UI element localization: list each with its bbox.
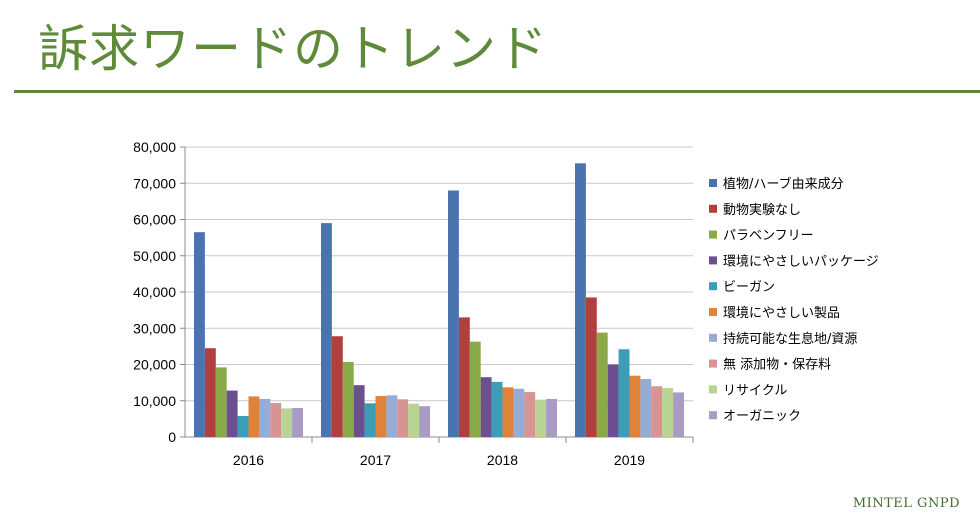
y-tick-label: 70,000 [133, 175, 176, 191]
legend-label: 無 添加物・保存料 [723, 358, 831, 373]
bar [662, 388, 674, 437]
y-tick-label: 0 [168, 429, 176, 445]
bar [546, 398, 557, 437]
legend-swatch [709, 385, 717, 394]
bar [575, 163, 586, 437]
slide-title: 訴求ワードのトレンド [38, 20, 548, 78]
legend-swatch [709, 256, 717, 265]
bar [386, 395, 398, 437]
bar [596, 332, 608, 437]
legend-label: 環境にやさしい製品 [723, 306, 840, 321]
legend-label: ビーガン [723, 280, 775, 295]
bar [248, 396, 260, 437]
x-tick-label: 2019 [614, 452, 645, 468]
legend-swatch [709, 308, 717, 316]
bar [524, 392, 536, 437]
bar [226, 390, 238, 437]
y-tick-label: 10,000 [133, 393, 176, 409]
bar [331, 336, 343, 437]
legend-swatch [709, 359, 717, 368]
bar [640, 379, 652, 437]
bar [607, 364, 619, 437]
legend-label: 植物/ハーブ由来成分 [723, 176, 844, 192]
bar [237, 415, 249, 437]
brand-label: MINTEL GNPD [852, 496, 960, 511]
bar [342, 361, 354, 437]
bar [204, 348, 216, 437]
legend-label: 持続可能な生息地/資源 [723, 331, 857, 347]
bar [353, 385, 365, 437]
y-tick-label: 80,000 [133, 139, 176, 155]
bar [419, 406, 430, 437]
legend-swatch [709, 230, 717, 239]
bar [480, 377, 492, 437]
x-tick-label: 2016 [233, 452, 264, 468]
legend-label: パラベンフリー [723, 229, 814, 244]
legend-label: オーガニック [723, 409, 801, 424]
bar [321, 223, 332, 437]
legend-swatch [709, 282, 717, 291]
bar [194, 232, 205, 437]
bar [618, 349, 630, 437]
bar [535, 399, 547, 437]
legend-swatch [709, 333, 717, 342]
y-tick-label: 20,000 [133, 357, 176, 373]
bar [513, 388, 525, 437]
bar [651, 386, 663, 437]
bar [397, 399, 409, 437]
bar [270, 402, 282, 437]
bar [448, 190, 459, 437]
legend-swatch [709, 411, 717, 420]
bar [629, 375, 641, 437]
bar [215, 367, 227, 437]
legend-swatch [709, 179, 717, 187]
y-tick-label: 60,000 [133, 212, 176, 228]
bar [292, 408, 303, 437]
legend-label: リサイクル [723, 383, 787, 398]
legend-swatch [709, 204, 717, 213]
bar [502, 387, 514, 437]
bar [673, 392, 684, 437]
bar [491, 381, 503, 437]
bar [458, 317, 470, 437]
legend-label: 動物実験なし [723, 202, 801, 218]
y-tick-label: 40,000 [133, 284, 176, 300]
y-tick-label: 50,000 [133, 248, 176, 264]
bar [364, 403, 376, 437]
y-tick-label: 30,000 [133, 320, 176, 336]
legend-label: 環境にやさしいパッケージ [723, 254, 879, 269]
x-tick-label: 2018 [487, 452, 518, 468]
bar [585, 297, 597, 437]
bar [281, 408, 293, 437]
bar [259, 398, 271, 437]
bar [375, 396, 387, 437]
bar [469, 341, 481, 437]
x-tick-label: 2017 [360, 452, 391, 468]
title-underline [14, 90, 980, 93]
bar [408, 403, 420, 437]
